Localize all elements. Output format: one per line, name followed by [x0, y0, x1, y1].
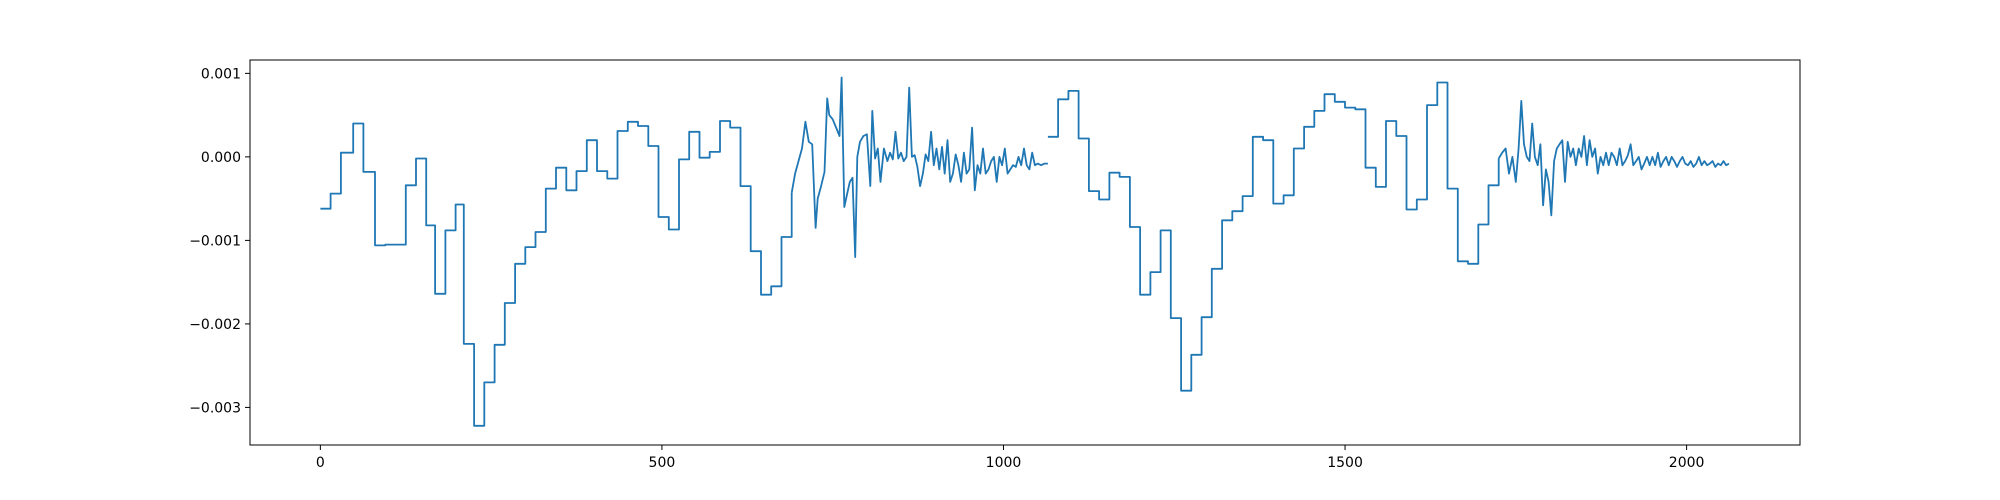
x-axis: 0 500 1000 1500 2000 — [316, 445, 1705, 471]
x-tick-label: 1000 — [986, 455, 1022, 471]
y-tick-label: −0.001 — [189, 233, 241, 249]
x-tick-label: 0 — [316, 455, 325, 471]
series-layer — [320, 76, 1730, 427]
series-line-noisy-b — [1497, 100, 1730, 217]
plot-frame — [249, 59, 1801, 446]
plot-area — [250, 60, 1800, 445]
x-tick-label: 1500 — [1327, 455, 1363, 471]
y-tick-label: −0.003 — [189, 400, 241, 416]
series-line-step-b — [1047, 81, 1500, 392]
series-line-noisy-a — [790, 76, 1048, 258]
y-tick-label: −0.002 — [189, 317, 241, 333]
series-line-step-a — [320, 120, 793, 427]
y-axis: 0.001 0.000 −0.001 −0.002 −0.003 — [189, 66, 250, 416]
x-tick-label: 2000 — [1669, 455, 1705, 471]
x-tick-label: 500 — [649, 455, 676, 471]
y-tick-label: 0.000 — [201, 150, 241, 166]
y-tick-label: 0.001 — [201, 66, 241, 82]
